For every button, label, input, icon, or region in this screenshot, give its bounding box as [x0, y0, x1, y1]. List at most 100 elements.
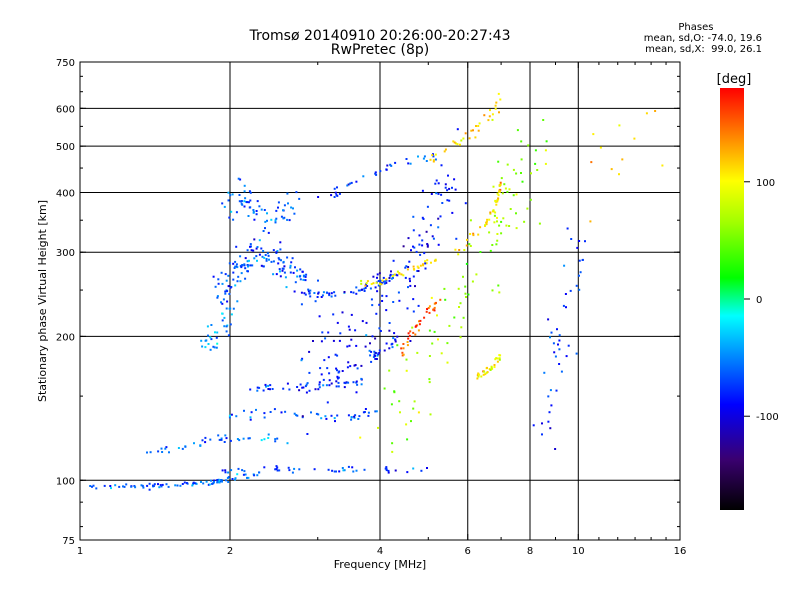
data-point	[388, 277, 391, 279]
data-point	[355, 381, 358, 384]
data-point	[470, 129, 473, 132]
data-point	[300, 303, 303, 306]
data-point	[618, 173, 620, 176]
data-point	[521, 180, 524, 183]
data-point	[176, 484, 179, 487]
data-point	[242, 437, 245, 440]
data-point	[224, 471, 227, 474]
data-point	[391, 450, 394, 453]
data-point	[365, 334, 368, 337]
data-point	[268, 258, 270, 261]
data-point	[508, 225, 511, 227]
data-point	[352, 291, 355, 294]
data-point	[267, 384, 270, 387]
data-point	[326, 401, 329, 404]
data-point	[472, 232, 475, 235]
data-point	[458, 306, 460, 308]
data-point	[502, 217, 505, 220]
data-point	[474, 136, 477, 139]
data-point	[416, 270, 419, 272]
data-point	[320, 417, 323, 420]
data-point	[241, 264, 244, 266]
data-point	[272, 249, 275, 252]
data-point	[89, 485, 92, 487]
data-point	[296, 269, 299, 272]
data-point	[224, 434, 227, 437]
data-point	[388, 322, 391, 324]
data-point	[353, 364, 356, 367]
data-point	[350, 416, 353, 419]
data-point	[560, 370, 563, 373]
data-point	[565, 355, 568, 358]
data-point	[412, 268, 415, 270]
data-point	[335, 380, 338, 383]
data-point	[364, 408, 367, 410]
data-point	[512, 168, 515, 171]
data-point	[326, 367, 329, 370]
data-point	[359, 436, 362, 439]
data-point	[133, 485, 136, 487]
data-point	[314, 388, 317, 391]
data-point	[435, 192, 438, 195]
data-point	[336, 377, 339, 380]
data-point	[488, 231, 491, 234]
data-point	[282, 209, 284, 212]
data-point	[230, 469, 233, 472]
data-point	[405, 265, 408, 268]
data-point	[495, 101, 498, 104]
data-point	[499, 98, 502, 101]
data-point	[372, 275, 375, 278]
data-point	[168, 451, 170, 454]
data-point	[226, 300, 229, 303]
data-point	[505, 224, 508, 227]
data-point	[273, 408, 276, 411]
data-point	[288, 388, 291, 391]
data-point	[411, 326, 414, 329]
data-point	[498, 291, 501, 294]
data-point	[275, 209, 278, 212]
data-point	[256, 200, 259, 203]
data-point	[382, 280, 385, 283]
data-point	[393, 273, 396, 276]
data-point	[327, 468, 330, 471]
data-point	[300, 359, 303, 362]
data-point	[464, 292, 467, 295]
data-point	[549, 336, 551, 339]
data-point	[218, 479, 221, 482]
data-point	[250, 411, 253, 414]
data-point	[526, 207, 529, 210]
data-point	[231, 193, 234, 196]
data-point	[298, 197, 301, 200]
data-point	[409, 330, 412, 333]
data-point	[336, 354, 339, 357]
data-point	[321, 331, 324, 334]
data-point	[308, 389, 311, 392]
data-point	[109, 485, 112, 487]
y-tick-label: 75	[62, 536, 75, 547]
data-point	[235, 245, 238, 248]
data-point	[418, 234, 421, 237]
data-point	[429, 413, 432, 416]
data-point	[221, 282, 224, 285]
data-point	[349, 182, 352, 185]
data-point	[358, 415, 361, 418]
data-point	[309, 295, 312, 298]
data-point	[286, 218, 289, 221]
data-point	[431, 154, 434, 157]
data-point	[478, 122, 481, 125]
data-point	[260, 247, 263, 250]
data-point	[408, 260, 411, 263]
data-point	[306, 382, 309, 385]
data-point	[508, 188, 511, 191]
data-point	[446, 189, 449, 192]
data-point	[557, 343, 559, 346]
data-point	[210, 338, 213, 341]
data-point	[490, 365, 493, 368]
data-point	[333, 470, 336, 473]
data-point	[276, 250, 279, 252]
data-point	[553, 351, 556, 354]
data-point	[295, 414, 298, 417]
data-point	[286, 192, 289, 195]
data-point	[427, 307, 430, 309]
data-point	[369, 342, 371, 345]
